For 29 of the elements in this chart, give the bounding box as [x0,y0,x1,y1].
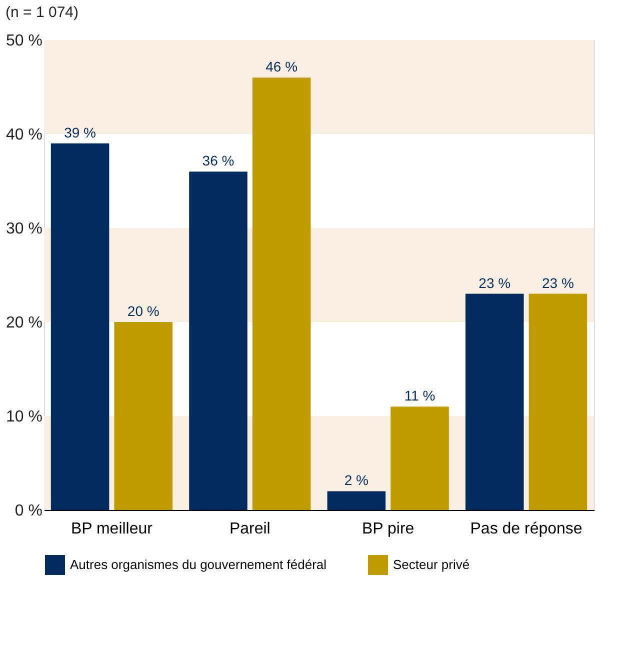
data-label: 39 % [64,124,96,140]
y-tick-label: 50 % [6,32,42,50]
data-label: 11 % [404,388,436,404]
data-label: 23 % [478,274,511,291]
bar [50,143,110,510]
data-label: 46 % [266,58,298,75]
bar [114,322,173,510]
data-label: 36 % [202,152,234,169]
legend-label: Autres organismes du gouvernement fédéral [70,557,327,572]
bar [465,294,524,510]
bar [189,172,248,510]
x-tick-label: BP pire [362,520,414,538]
x-tick-label: Pas de réponse [470,520,582,538]
y-tick-label: 0 % [14,502,42,520]
x-tick-label: Pareil [229,520,270,538]
chart-subtitle: (n = 1 074) [6,4,78,21]
legend-label: Secteur privé [393,557,470,572]
y-tick-label: 40 % [6,126,42,144]
y-tick-label: 20 % [6,314,42,332]
bar [252,78,311,510]
y-tick-label: 10 % [6,408,42,426]
y-tick-label: 30 % [6,220,42,238]
bar [327,491,386,510]
bar [390,406,449,510]
bar [528,294,588,510]
data-label: 20 % [127,303,160,319]
data-label: 2 % [344,472,368,488]
data-label: 23 % [542,274,574,291]
x-tick-label: BP meilleur [70,520,154,538]
